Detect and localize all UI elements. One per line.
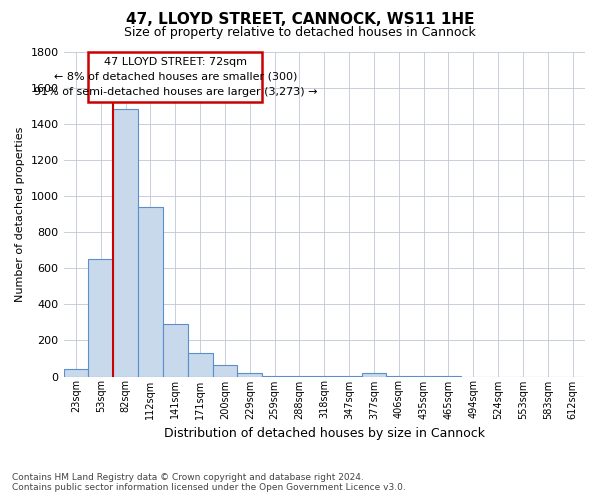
Bar xyxy=(238,372,262,376)
X-axis label: Distribution of detached houses by size in Cannock: Distribution of detached houses by size … xyxy=(164,427,485,440)
Bar xyxy=(188,353,212,376)
Bar xyxy=(64,370,88,376)
Bar xyxy=(362,373,386,376)
FancyBboxPatch shape xyxy=(88,52,262,102)
Bar xyxy=(212,365,238,376)
Text: Size of property relative to detached houses in Cannock: Size of property relative to detached ho… xyxy=(124,26,476,39)
Bar xyxy=(138,207,163,376)
Bar xyxy=(163,324,188,376)
Text: 47 LLOYD STREET: 72sqm
← 8% of detached houses are smaller (300)
91% of semi-det: 47 LLOYD STREET: 72sqm ← 8% of detached … xyxy=(34,57,317,96)
Y-axis label: Number of detached properties: Number of detached properties xyxy=(15,126,25,302)
Text: Contains HM Land Registry data © Crown copyright and database right 2024.
Contai: Contains HM Land Registry data © Crown c… xyxy=(12,473,406,492)
Bar xyxy=(113,110,138,376)
Text: 47, LLOYD STREET, CANNOCK, WS11 1HE: 47, LLOYD STREET, CANNOCK, WS11 1HE xyxy=(126,12,474,28)
Bar xyxy=(88,259,113,376)
